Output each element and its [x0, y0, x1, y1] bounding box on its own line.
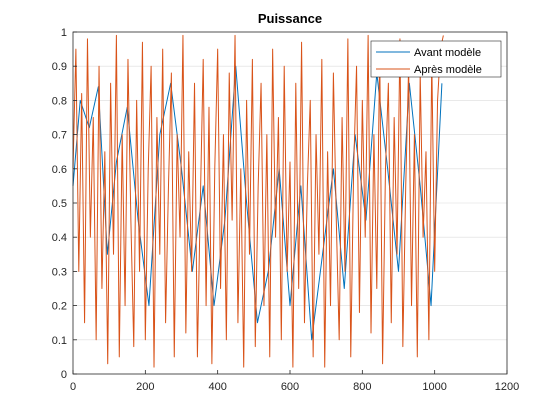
y-axis-ticks: 0 0.1 0.2 0.3 0.4 0.5 0.6 0.7 0.8 0.9 1 [52, 27, 77, 381]
y-tick-label: 0.5 [52, 198, 67, 210]
x-tick-label: 1000 [422, 381, 446, 393]
y-tick-label: 0.7 [52, 130, 67, 142]
y-tick-label: 0.8 [52, 95, 67, 107]
y-tick-label: 0.6 [52, 164, 67, 176]
series-layer [72, 34, 444, 368]
x-tick-label: 0 [70, 381, 76, 393]
x-axis-ticks: 0 200 400 600 800 1000 1200 [70, 370, 519, 393]
y-tick-label: 0.9 [52, 61, 67, 73]
legend-box [370, 40, 502, 78]
y-tick-label: 0.3 [52, 266, 67, 278]
y-tick-label: 0 [61, 369, 67, 381]
legend: Avant modèle Après modèle [370, 40, 502, 78]
y-tick-label: 0.1 [52, 335, 67, 347]
x-tick-label: 800 [353, 381, 371, 393]
x-tick-label: 400 [208, 381, 226, 393]
x-tick-label: 1200 [495, 381, 519, 393]
y-tick-label: 0.2 [52, 301, 67, 313]
x-tick-label: 200 [136, 381, 154, 393]
legend-label-apres: Après modèle [414, 64, 482, 76]
series-line-apres-modele [72, 34, 444, 368]
legend-label-avant: Avant modèle [414, 47, 481, 59]
x-tick-label: 600 [281, 381, 299, 393]
chart-title: Puissance [258, 11, 322, 26]
y-tick-label: 0.4 [52, 232, 67, 244]
series-line-avant-modele [72, 65, 443, 341]
y-tick-label: 1 [61, 27, 67, 39]
